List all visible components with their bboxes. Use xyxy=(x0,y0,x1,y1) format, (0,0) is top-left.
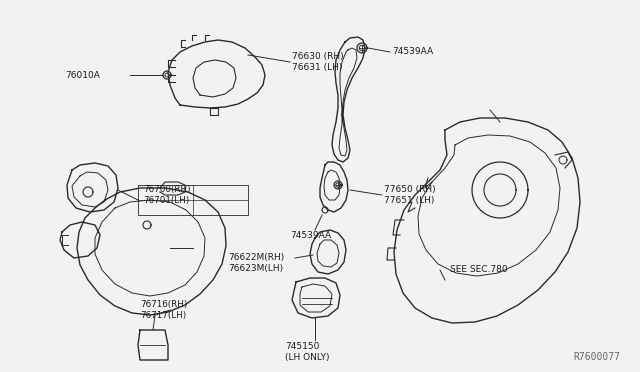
Text: 76700(RH)
76701(LH): 76700(RH) 76701(LH) xyxy=(143,185,191,205)
Text: SEE SEC.780: SEE SEC.780 xyxy=(450,266,508,275)
Text: 745150
(LH ONLY): 745150 (LH ONLY) xyxy=(285,342,330,362)
Text: 74539AA: 74539AA xyxy=(290,231,331,240)
Text: 77650 (RH)
77651 (LH): 77650 (RH) 77651 (LH) xyxy=(384,185,436,205)
Text: 76716(RH)
76717(LH): 76716(RH) 76717(LH) xyxy=(140,300,188,320)
Text: 76622M(RH)
76623M(LH): 76622M(RH) 76623M(LH) xyxy=(228,253,284,273)
Text: 74539AA: 74539AA xyxy=(392,48,433,57)
Text: 76630 (RH)
76631 (LH): 76630 (RH) 76631 (LH) xyxy=(292,52,344,72)
Text: R7600077: R7600077 xyxy=(573,352,620,362)
Text: 76010A: 76010A xyxy=(65,71,100,80)
